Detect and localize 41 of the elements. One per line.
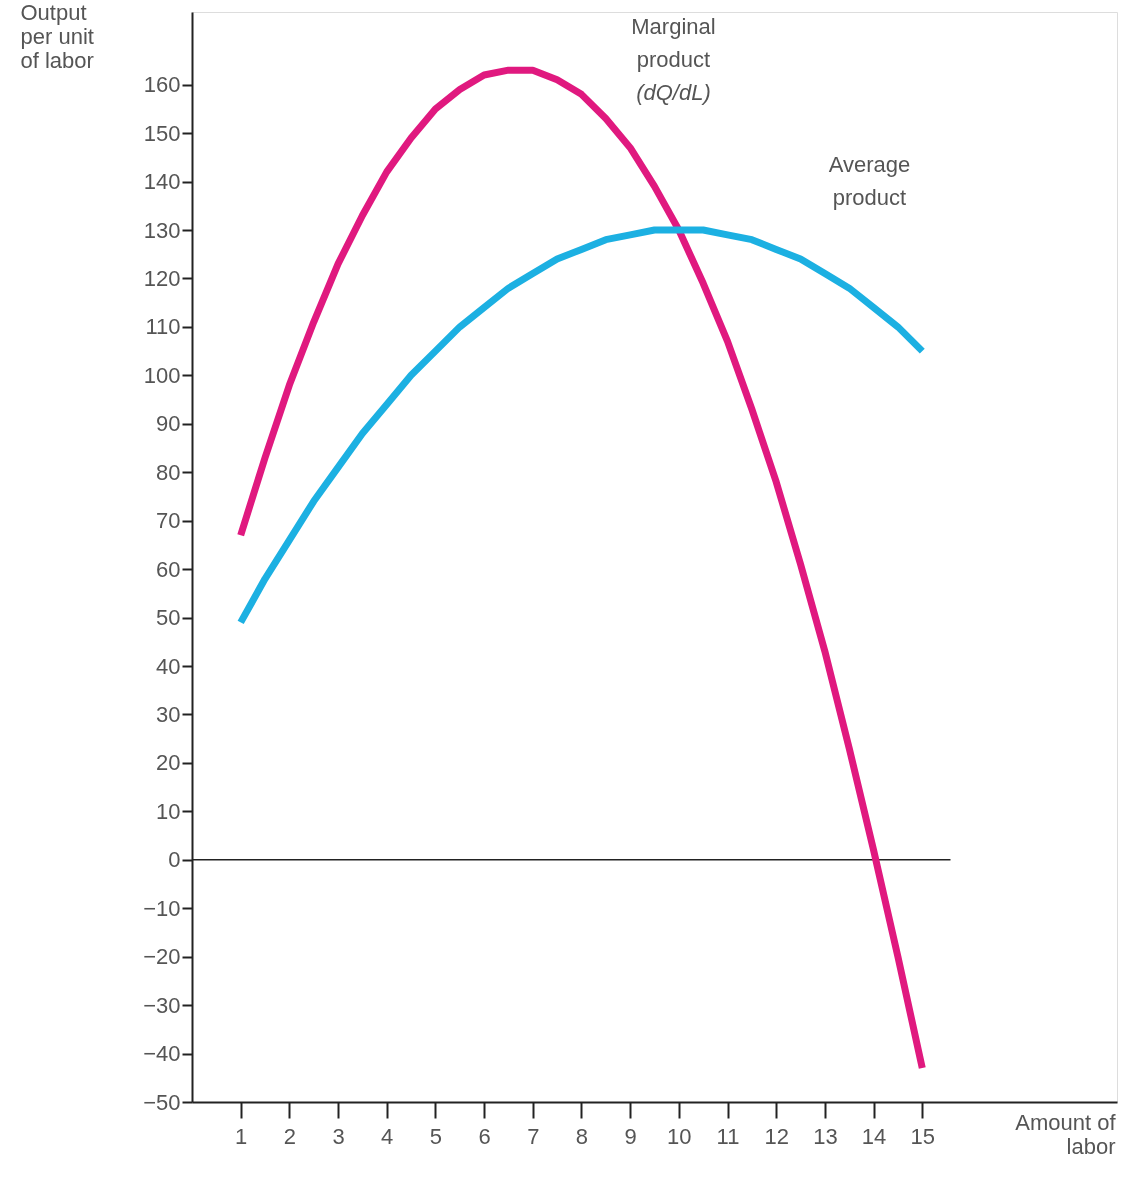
y-tick-label: 10 xyxy=(156,798,181,824)
text: Average product xyxy=(828,152,911,210)
y-tick-label: 80 xyxy=(156,459,181,485)
y-tick-label: 60 xyxy=(156,556,181,582)
y-tick-label: 150 xyxy=(143,120,181,146)
y-tick-label: −30 xyxy=(143,992,181,1018)
x-tick-label: 4 xyxy=(381,1123,394,1149)
x-tick-label: 7 xyxy=(527,1123,540,1149)
y-tick-label: 20 xyxy=(156,750,181,776)
y-tick-label: 40 xyxy=(156,653,181,679)
x-tick-label: 6 xyxy=(478,1123,491,1149)
y-tick-label: −20 xyxy=(143,944,181,970)
x-tick-label: 1 xyxy=(235,1123,248,1149)
y-tick-label: −40 xyxy=(143,1041,181,1067)
y-tick-label: 160 xyxy=(143,72,181,98)
y-tick-label: 0 xyxy=(168,847,181,873)
x-tick-label: 14 xyxy=(861,1123,887,1149)
x-tick-label: 2 xyxy=(283,1123,296,1149)
series-label: Marginal product (dQ/dL) xyxy=(631,14,716,106)
y-tick-label: 70 xyxy=(156,508,181,534)
x-tick-label: 3 xyxy=(332,1123,345,1149)
y-tick-label: 100 xyxy=(143,362,181,388)
x-tick-label: 8 xyxy=(575,1123,589,1149)
x-axis-title: Amount of labor xyxy=(1015,1109,1117,1159)
y-axis-title: Output per unit of labor xyxy=(20,0,94,73)
x-tick-label: 15 xyxy=(910,1123,936,1149)
y-tick-label: 120 xyxy=(143,265,181,291)
x-tick-label: 13 xyxy=(813,1123,838,1149)
y-tick-label: 50 xyxy=(156,605,181,631)
x-tick-label: 10 xyxy=(667,1123,692,1149)
y-tick-label: 140 xyxy=(143,169,181,195)
x-tick-label: 11 xyxy=(716,1123,740,1149)
x-tick-label: 5 xyxy=(429,1123,443,1149)
x-tick-label: 12 xyxy=(764,1123,789,1149)
y-tick-label: 130 xyxy=(143,217,181,243)
y-tick-label: 90 xyxy=(156,411,181,437)
y-tick-label: 30 xyxy=(156,701,181,727)
x-tick-label: 9 xyxy=(624,1123,637,1149)
y-tick-label: 110 xyxy=(145,314,181,340)
y-tick-label: −10 xyxy=(143,895,181,921)
y-tick-label: −50 xyxy=(143,1089,181,1115)
